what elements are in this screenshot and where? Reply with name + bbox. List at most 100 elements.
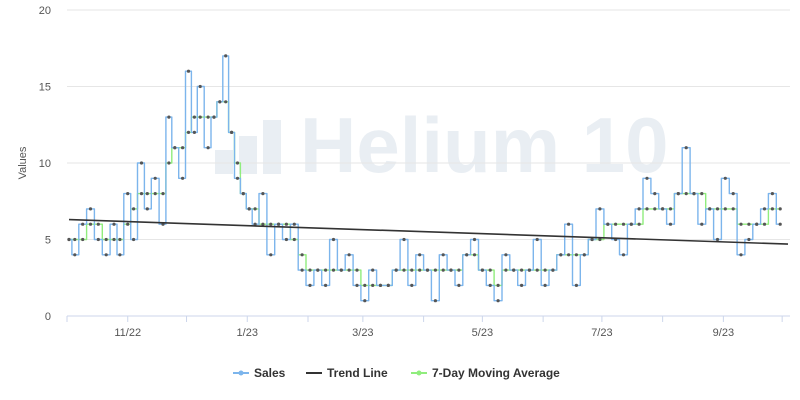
data-point-sales[interactable] xyxy=(192,130,196,134)
data-point-sales[interactable] xyxy=(441,253,445,257)
data-point-sales[interactable] xyxy=(520,283,524,287)
data-point-sales[interactable] xyxy=(241,192,245,196)
data-point-sales[interactable] xyxy=(778,222,782,226)
legend-item-7-day-moving-average[interactable]: 7-Day Moving Average xyxy=(411,366,560,380)
data-point-sales[interactable] xyxy=(247,207,251,211)
data-point-sales[interactable] xyxy=(598,207,602,211)
data-point-sales[interactable] xyxy=(212,115,216,119)
data-point-7-day-moving-average[interactable] xyxy=(126,222,130,226)
data-point-sales[interactable] xyxy=(700,222,704,226)
data-point-7-day-moving-average[interactable] xyxy=(637,222,641,226)
data-point-sales[interactable] xyxy=(527,268,532,272)
data-point-sales[interactable] xyxy=(629,222,633,226)
data-point-7-day-moving-average[interactable] xyxy=(161,192,165,196)
data-point-sales[interactable] xyxy=(181,176,185,180)
data-point-sales[interactable] xyxy=(402,237,406,242)
data-point-sales[interactable] xyxy=(770,192,775,196)
data-point-sales[interactable] xyxy=(567,222,571,226)
data-point-sales[interactable] xyxy=(269,253,273,257)
data-point-sales[interactable] xyxy=(218,100,222,104)
data-point-sales[interactable] xyxy=(684,146,688,150)
data-point-7-day-moving-average[interactable] xyxy=(762,222,767,226)
data-point-7-day-moving-average[interactable] xyxy=(261,222,265,226)
data-point-7-day-moving-average[interactable] xyxy=(206,115,210,119)
data-point-7-day-moving-average[interactable] xyxy=(88,222,93,226)
data-point-7-day-moving-average[interactable] xyxy=(441,268,445,272)
data-point-7-day-moving-average[interactable] xyxy=(574,253,579,257)
data-point-sales[interactable] xyxy=(472,237,477,242)
data-point-sales[interactable] xyxy=(112,222,116,226)
data-point-sales[interactable] xyxy=(535,237,539,242)
data-point-7-day-moving-average[interactable] xyxy=(684,192,688,196)
data-point-sales[interactable] xyxy=(145,207,149,211)
data-point-7-day-moving-average[interactable] xyxy=(598,237,602,242)
data-point-sales[interactable] xyxy=(418,253,422,257)
data-point-sales[interactable] xyxy=(308,283,312,287)
data-point-7-day-moving-average[interactable] xyxy=(457,268,461,272)
data-point-sales[interactable] xyxy=(355,283,359,287)
data-point-sales[interactable] xyxy=(300,268,304,272)
data-point-7-day-moving-average[interactable] xyxy=(504,268,508,272)
data-point-7-day-moving-average[interactable] xyxy=(292,237,296,242)
data-point-7-day-moving-average[interactable] xyxy=(496,283,500,287)
data-point-sales[interactable] xyxy=(692,192,696,196)
data-point-sales[interactable] xyxy=(198,84,202,89)
data-point-7-day-moving-average[interactable] xyxy=(770,207,775,211)
data-point-7-day-moving-average[interactable] xyxy=(621,222,626,226)
data-point-7-day-moving-average[interactable] xyxy=(331,268,336,272)
legend-item-trend-line[interactable]: Trend Line xyxy=(306,366,388,380)
data-point-7-day-moving-average[interactable] xyxy=(614,222,618,226)
data-point-sales[interactable] xyxy=(582,253,586,257)
data-point-7-day-moving-average[interactable] xyxy=(402,268,406,272)
data-point-7-day-moving-average[interactable] xyxy=(153,192,157,196)
data-point-7-day-moving-average[interactable] xyxy=(81,237,85,242)
data-point-7-day-moving-average[interactable] xyxy=(747,222,751,226)
data-point-sales[interactable] xyxy=(230,130,234,134)
data-point-sales[interactable] xyxy=(186,69,191,73)
data-point-sales[interactable] xyxy=(653,192,657,196)
data-point-7-day-moving-average[interactable] xyxy=(731,207,735,211)
data-point-sales[interactable] xyxy=(173,146,177,150)
data-point-sales[interactable] xyxy=(206,146,210,150)
data-point-7-day-moving-average[interactable] xyxy=(535,268,539,272)
data-point-sales[interactable] xyxy=(153,176,157,180)
data-point-7-day-moving-average[interactable] xyxy=(104,237,108,242)
data-point-7-day-moving-average[interactable] xyxy=(520,268,524,272)
data-point-sales[interactable] xyxy=(410,283,414,287)
data-point-7-day-moving-average[interactable] xyxy=(371,283,375,287)
data-point-7-day-moving-average[interactable] xyxy=(355,268,359,272)
data-point-7-day-moving-average[interactable] xyxy=(363,283,367,287)
data-point-7-day-moving-average[interactable] xyxy=(73,237,77,242)
data-point-sales[interactable] xyxy=(378,283,383,287)
data-point-sales[interactable] xyxy=(590,237,594,242)
data-point-7-day-moving-average[interactable] xyxy=(198,115,202,119)
data-point-sales[interactable] xyxy=(433,299,437,303)
data-point-7-day-moving-average[interactable] xyxy=(96,222,100,226)
data-point-sales[interactable] xyxy=(371,268,375,272)
data-point-sales[interactable] xyxy=(645,176,649,180)
data-point-sales[interactable] xyxy=(668,222,673,226)
data-point-7-day-moving-average[interactable] xyxy=(308,268,312,272)
data-point-7-day-moving-average[interactable] xyxy=(118,237,122,242)
data-point-sales[interactable] xyxy=(261,192,265,196)
data-point-sales[interactable] xyxy=(324,283,328,287)
data-point-sales[interactable] xyxy=(316,268,320,272)
data-point-sales[interactable] xyxy=(81,222,85,226)
data-point-sales[interactable] xyxy=(755,222,759,226)
data-point-sales[interactable] xyxy=(504,253,508,257)
data-point-sales[interactable] xyxy=(96,237,100,242)
data-point-sales[interactable] xyxy=(480,268,484,272)
data-point-7-day-moving-average[interactable] xyxy=(284,222,288,226)
data-point-7-day-moving-average[interactable] xyxy=(132,207,136,211)
data-point-7-day-moving-average[interactable] xyxy=(723,207,727,211)
data-point-7-day-moving-average[interactable] xyxy=(488,268,492,272)
data-point-sales[interactable] xyxy=(543,283,547,287)
data-point-sales[interactable] xyxy=(574,283,579,287)
data-point-sales[interactable] xyxy=(386,283,390,287)
data-point-sales[interactable] xyxy=(747,237,751,242)
data-point-sales[interactable] xyxy=(739,253,743,257)
data-point-sales[interactable] xyxy=(88,207,93,211)
data-point-sales[interactable] xyxy=(253,222,257,226)
data-point-7-day-moving-average[interactable] xyxy=(112,237,116,242)
data-point-sales[interactable] xyxy=(67,237,71,242)
